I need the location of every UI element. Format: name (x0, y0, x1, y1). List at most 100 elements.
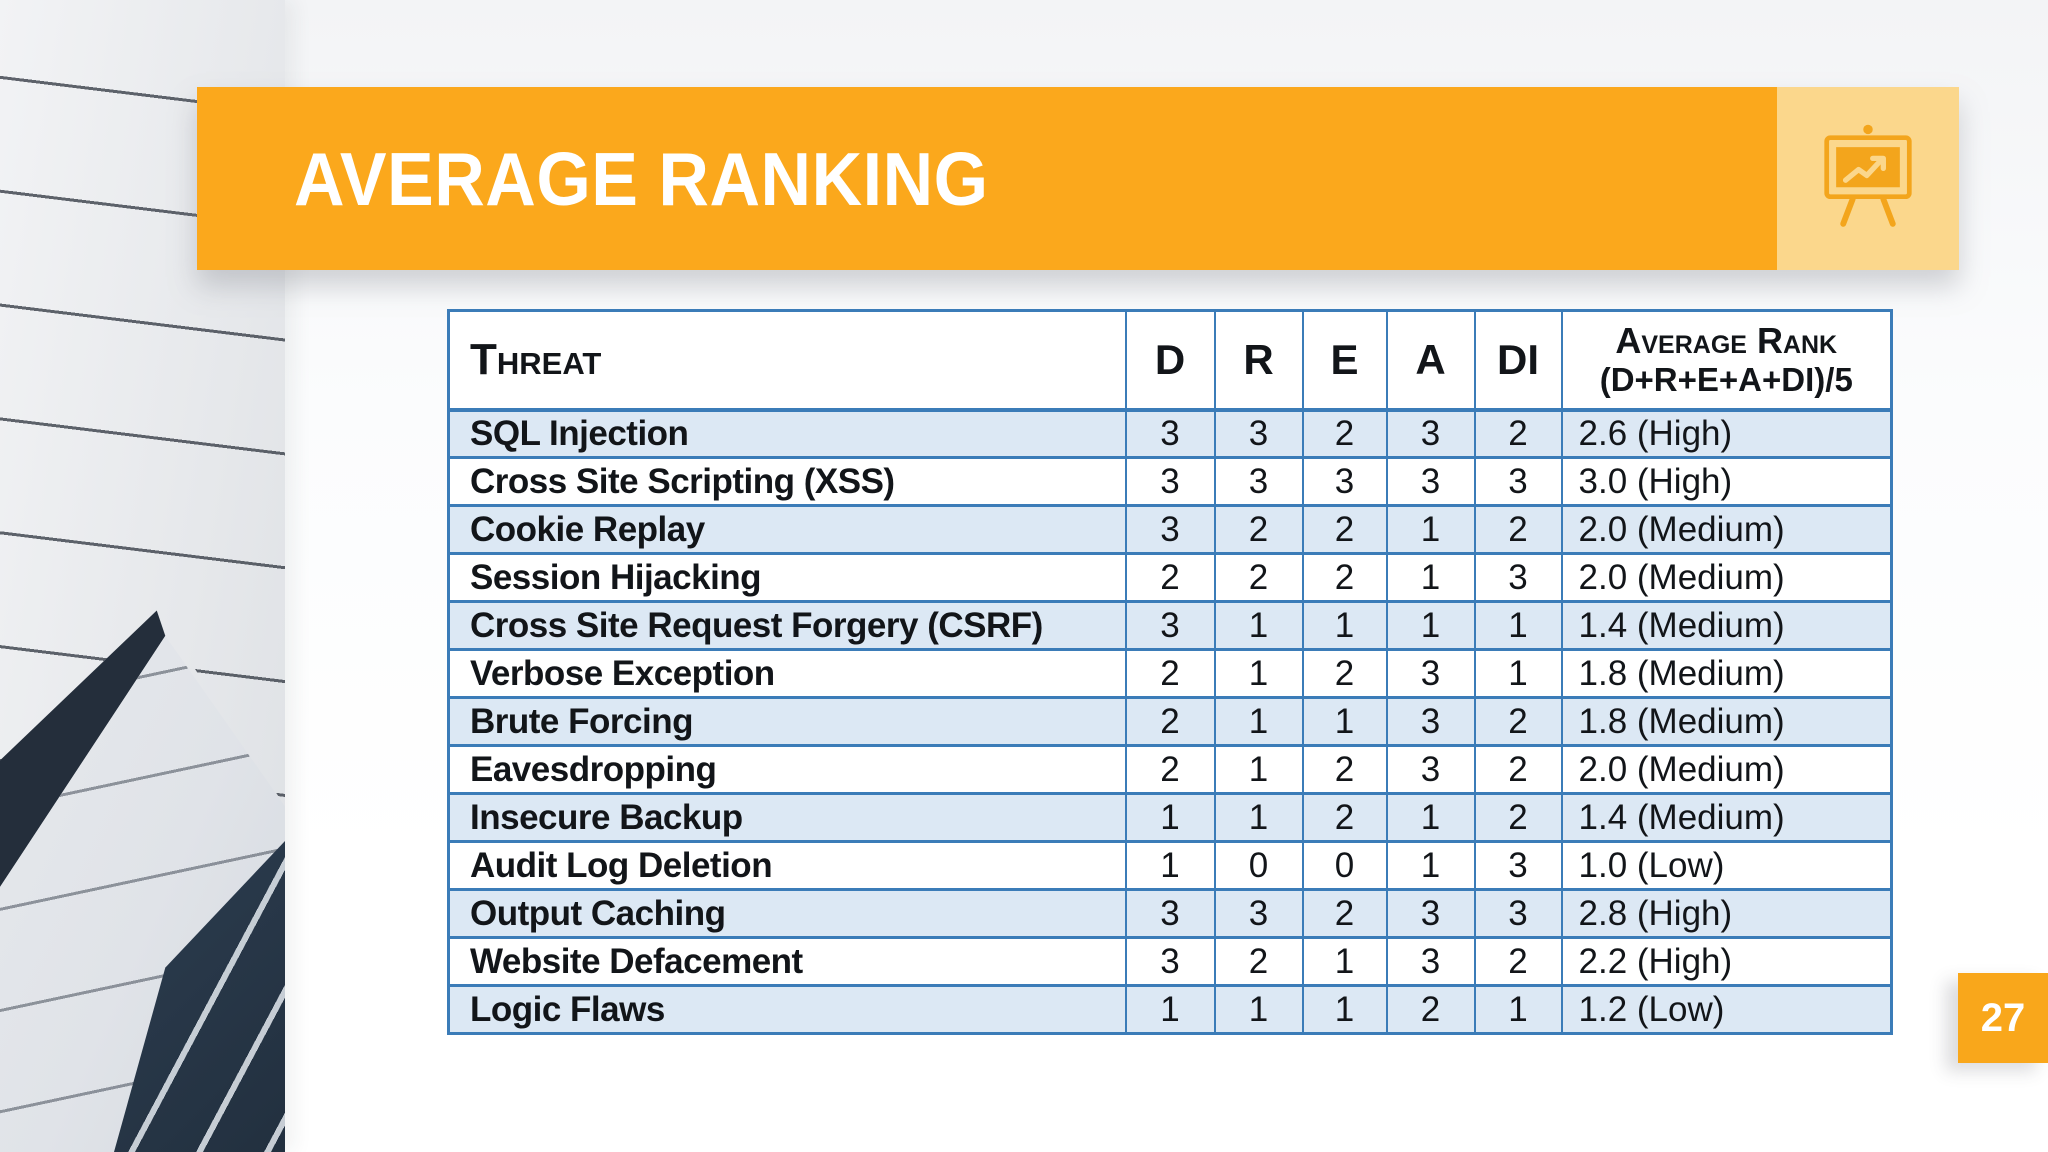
table-row: Logic Flaws 1 1 1 2 1 1.2 (Low) (447, 984, 1893, 1035)
table-row: Audit Log Deletion 1 0 0 1 3 1.0 (Low) (447, 840, 1893, 891)
score-e-cell: 1 (1301, 984, 1388, 1035)
score-di-cell: 1 (1473, 984, 1563, 1035)
score-a-cell: 3 (1385, 744, 1476, 795)
score-r-cell: 1 (1213, 984, 1304, 1035)
col-header-threat: Threat (447, 309, 1127, 412)
table-row: Cookie Replay 3 2 2 1 2 2.0 (Medium) (447, 504, 1893, 555)
score-e-cell: 3 (1301, 456, 1388, 507)
table-row: Session Hijacking 2 2 2 1 3 2.0 (Medium) (447, 552, 1893, 603)
table-header-row: Threat D R E A DI Average Rank (D+R+E+A+… (447, 309, 1893, 412)
score-d-cell: 1 (1124, 984, 1216, 1035)
score-di-cell: 2 (1473, 744, 1563, 795)
score-r-cell: 0 (1213, 840, 1304, 891)
average-rank-cell: 2.6 (High) (1560, 408, 1893, 459)
title-banner: AVERAGE RANKING (197, 87, 1959, 270)
score-r-cell: 1 (1213, 792, 1304, 843)
average-rank-cell: 1.8 (Medium) (1560, 696, 1893, 747)
col-header-e: E (1301, 309, 1388, 412)
score-d-cell: 3 (1124, 936, 1216, 987)
score-r-cell: 2 (1213, 936, 1304, 987)
score-di-cell: 2 (1473, 408, 1563, 459)
threat-name-cell: Logic Flaws (447, 984, 1127, 1035)
score-d-cell: 3 (1124, 504, 1216, 555)
table-row: Cross Site Request Forgery (CSRF) 3 1 1 1 1 1.… (447, 600, 1893, 651)
score-a-cell: 3 (1385, 648, 1476, 699)
table-row: Website Defacement 3 2 1 3 2 2.2 (High) (447, 936, 1893, 987)
average-rank-label: Average Rank (1615, 320, 1838, 362)
page-number: 27 (1980, 995, 2026, 1040)
average-rank-cell: 1.0 (Low) (1560, 840, 1893, 891)
table-row: Eavesdropping 2 1 2 3 2 2.0 (Medium) (447, 744, 1893, 795)
score-e-cell: 1 (1301, 936, 1388, 987)
score-r-cell: 1 (1213, 696, 1304, 747)
average-rank-cell: 2.8 (High) (1560, 888, 1893, 939)
score-e-cell: 2 (1301, 888, 1388, 939)
average-rank-cell: 2.0 (Medium) (1560, 744, 1893, 795)
score-e-cell: 1 (1301, 600, 1388, 651)
table-row: Verbose Exception 2 1 2 3 1 1.8 (Medium) (447, 648, 1893, 699)
score-di-cell: 3 (1473, 840, 1563, 891)
average-rank-cell: 2.0 (Medium) (1560, 504, 1893, 555)
score-a-cell: 3 (1385, 888, 1476, 939)
score-di-cell: 2 (1473, 792, 1563, 843)
average-rank-cell: 2.0 (Medium) (1560, 552, 1893, 603)
average-rank-cell: 3.0 (High) (1560, 456, 1893, 507)
score-e-cell: 1 (1301, 696, 1388, 747)
col-header-d: D (1124, 309, 1216, 412)
score-e-cell: 0 (1301, 840, 1388, 891)
threat-table-body: SQL Injection 3 3 2 3 2 2.6 (High) Cross Site S… (447, 408, 1893, 1035)
threat-name-cell: Output Caching (447, 888, 1127, 939)
average-rank-cell: 1.8 (Medium) (1560, 648, 1893, 699)
table-row: SQL Injection 3 3 2 3 2 2.6 (High) (447, 408, 1893, 459)
score-r-cell: 1 (1213, 648, 1304, 699)
score-di-cell: 3 (1473, 888, 1563, 939)
score-r-cell: 2 (1213, 552, 1304, 603)
score-a-cell: 1 (1385, 840, 1476, 891)
col-header-di: DI (1473, 309, 1563, 412)
threat-name-cell: Eavesdropping (447, 744, 1127, 795)
col-header-r: R (1213, 309, 1304, 412)
score-r-cell: 1 (1213, 744, 1304, 795)
threat-name-cell: Audit Log Deletion (447, 840, 1127, 891)
score-r-cell: 1 (1213, 600, 1304, 651)
score-d-cell: 2 (1124, 552, 1216, 603)
score-d-cell: 3 (1124, 888, 1216, 939)
score-di-cell: 3 (1473, 456, 1563, 507)
table-row: Cross Site Scripting (XSS) 3 3 3 3 3 3.0 (High… (447, 456, 1893, 507)
table-row: Brute Forcing 2 1 1 3 2 1.8 (Medium) (447, 696, 1893, 747)
average-rank-cell: 2.2 (High) (1560, 936, 1893, 987)
score-e-cell: 2 (1301, 552, 1388, 603)
score-a-cell: 1 (1385, 792, 1476, 843)
score-di-cell: 2 (1473, 504, 1563, 555)
score-a-cell: 3 (1385, 456, 1476, 507)
score-r-cell: 3 (1213, 408, 1304, 459)
score-e-cell: 2 (1301, 504, 1388, 555)
score-a-cell: 1 (1385, 600, 1476, 651)
score-d-cell: 3 (1124, 456, 1216, 507)
score-e-cell: 2 (1301, 408, 1388, 459)
score-d-cell: 1 (1124, 792, 1216, 843)
page-title: AVERAGE RANKING (294, 136, 989, 221)
score-di-cell: 1 (1473, 600, 1563, 651)
score-d-cell: 2 (1124, 696, 1216, 747)
score-di-cell: 1 (1473, 648, 1563, 699)
table-row: Insecure Backup 1 1 2 1 2 1.4 (Medium) (447, 792, 1893, 843)
score-d-cell: 3 (1124, 408, 1216, 459)
score-e-cell: 2 (1301, 792, 1388, 843)
score-a-cell: 3 (1385, 936, 1476, 987)
score-d-cell: 1 (1124, 840, 1216, 891)
score-a-cell: 1 (1385, 552, 1476, 603)
col-header-average-rank: Average Rank (D+R+E+A+DI)/5 (1560, 309, 1893, 412)
table-row: Output Caching 3 3 2 3 3 2.8 (High) (447, 888, 1893, 939)
threat-name-cell: Session Hijacking (447, 552, 1127, 603)
score-e-cell: 2 (1301, 744, 1388, 795)
average-rank-cell: 1.4 (Medium) (1560, 600, 1893, 651)
banner-icon-box (1777, 87, 1959, 270)
threat-name-cell: SQL Injection (447, 408, 1127, 459)
score-d-cell: 2 (1124, 744, 1216, 795)
threat-name-cell: Verbose Exception (447, 648, 1127, 699)
threat-name-cell: Cross Site Scripting (XSS) (447, 456, 1127, 507)
score-d-cell: 3 (1124, 600, 1216, 651)
score-a-cell: 3 (1385, 408, 1476, 459)
